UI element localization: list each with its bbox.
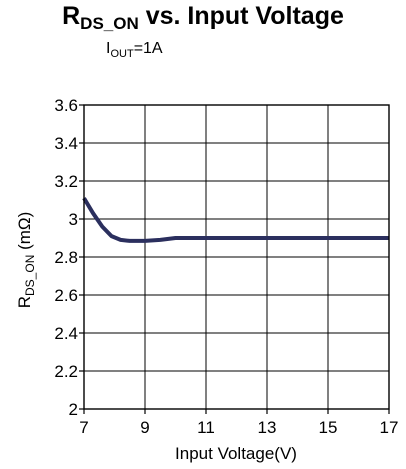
y-tick-label: 2.6	[54, 286, 78, 305]
x-tick-label: 13	[258, 418, 277, 437]
x-tick-label: 9	[140, 418, 149, 437]
y-tick-label: 3.4	[54, 134, 78, 153]
chart-series	[82, 197, 389, 243]
x-tick-label: 11	[197, 418, 215, 437]
y-axis-label-main: R	[15, 296, 34, 308]
chart-labels: 7 9 11 13 15 17 2 2.2 2.4 2.6 2.8 3 3.2 3.4 3.6	[54, 96, 398, 437]
chart-ticks	[79, 104, 390, 414]
plot-frame	[83, 104, 390, 410]
y-axis-label-rest: (mΩ)	[15, 212, 34, 255]
chart-title-main: R	[62, 2, 81, 30]
y-tick-label: 2	[69, 400, 78, 419]
y-tick-label: 3.6	[54, 96, 78, 115]
chart-grid	[84, 105, 389, 409]
chart-subtitle-main: I	[106, 40, 111, 57]
y-tick-label: 2.4	[54, 324, 78, 343]
chart-subtitle: IOUT=1A	[106, 40, 163, 60]
chart-subtitle-sub: OUT	[110, 48, 134, 60]
x-tick-label: 17	[380, 418, 399, 437]
y-axis-label: RDS_ON (mΩ)	[15, 212, 37, 309]
chart-title: RDS_ON vs. Input Voltage	[0, 2, 406, 34]
y-axis-label-sub: DS_ON	[23, 255, 37, 296]
y-tick-label: 3.2	[54, 172, 78, 191]
x-axis-label: Input Voltage(V)	[175, 444, 297, 463]
chart-subtitle-rest: =1A	[133, 40, 163, 57]
chart-title-sub: DS_ON	[80, 14, 139, 33]
x-tick-label: 7	[79, 418, 88, 437]
series-line	[82, 197, 389, 243]
chart-title-rest: vs. Input Voltage	[138, 2, 344, 30]
y-tick-label: 3	[69, 210, 78, 229]
x-tick-label: 15	[319, 418, 338, 437]
y-tick-label: 2.2	[54, 362, 78, 381]
y-tick-label: 2.8	[54, 248, 78, 267]
